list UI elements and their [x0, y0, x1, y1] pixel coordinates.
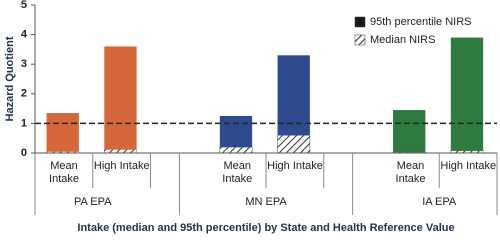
y-tick-label: 0	[21, 147, 27, 159]
median-bar	[277, 134, 311, 154]
x-tick-label: Mean Intake	[222, 160, 253, 185]
x-tick-label: High Intake	[440, 160, 497, 172]
x-tick-label: High Intake	[267, 160, 323, 172]
y-axis-title: Hazard Quotient	[4, 36, 16, 121]
y-tick-label: 5	[21, 0, 27, 11]
y-tick-label: 3	[21, 58, 27, 70]
bar	[46, 113, 79, 153]
median-bar	[104, 149, 137, 154]
legend-swatch	[354, 16, 366, 28]
x-axis-title: Intake (median and 95th percentile) by S…	[77, 222, 454, 234]
bar	[450, 37, 484, 154]
y-tick-label: 4	[21, 29, 28, 41]
y-tick-label: 1	[21, 117, 27, 129]
legend-label: Median NIRS	[370, 34, 435, 46]
y-tick-label: 2	[21, 88, 27, 100]
group-label: MN EPA	[245, 196, 287, 208]
x-tick-label: Mean Intake	[395, 160, 426, 185]
bar	[393, 110, 426, 153]
x-tick-label: Mean Intake	[49, 160, 79, 185]
legend-swatch	[354, 34, 366, 46]
group-label: PA EPA	[73, 196, 112, 208]
bar	[104, 46, 137, 153]
x-tick-label: High Intake	[93, 160, 150, 172]
median-bar	[219, 146, 253, 154]
legend-label: 95th percentile NIRS	[370, 16, 472, 28]
group-label: IA EPA	[422, 196, 457, 208]
